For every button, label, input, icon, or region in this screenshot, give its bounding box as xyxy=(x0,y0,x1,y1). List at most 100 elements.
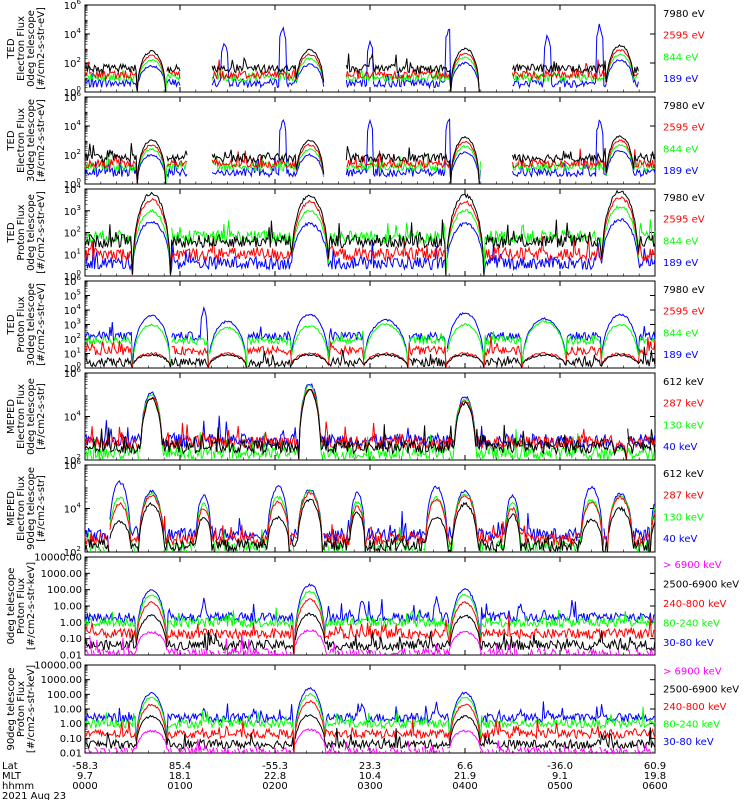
legend-entry: 189 eV xyxy=(663,258,698,269)
y-tick-label: 104 xyxy=(64,502,82,516)
y-tick-label: 0.10 xyxy=(60,734,82,745)
y-axis-label: 30deg telescope xyxy=(26,99,37,182)
series-line-red xyxy=(84,491,656,553)
x-tick-label: 6.6 xyxy=(457,761,473,772)
y-tick-label: 102 xyxy=(64,148,81,162)
y-tick-label: 10000.00 xyxy=(34,661,82,672)
y-tick-label: 103 xyxy=(64,204,81,218)
legend-entry: 2595 eV xyxy=(663,31,705,42)
chart-panel-1: 100 102 104 106 TED Electron Flux 0deg telesco… xyxy=(6,0,705,99)
x-tick-label: 0300 xyxy=(357,781,382,792)
chart-panel-3: 100 101 102 103 104 TED Proton Flux 0deg telesc… xyxy=(6,182,705,283)
series-line-black xyxy=(84,189,656,277)
x-tick-label: 18.1 xyxy=(169,771,191,782)
series-line-magenta xyxy=(84,629,656,657)
y-axis-label: Electron Flux xyxy=(16,384,27,449)
panel-frame xyxy=(84,280,656,369)
y-tick-label: 106 xyxy=(64,90,82,104)
legend-entry: 7980 eV xyxy=(663,101,705,112)
series-line-black xyxy=(84,44,639,93)
y-tick-label: 10.00 xyxy=(53,705,82,716)
y-axis-label: Proton Flux xyxy=(16,681,27,737)
legend-entry: 612 keV xyxy=(663,377,704,388)
y-tick-label: 102 xyxy=(64,453,81,467)
plot-date: 2021 Aug 23 xyxy=(2,791,66,800)
panel-frame xyxy=(84,96,656,185)
panel-frame xyxy=(84,556,656,656)
legend-entry: 844 eV xyxy=(663,52,698,63)
y-axis-label: [#/cm2-s-str-eV] xyxy=(36,99,47,182)
y-tick-label: 100.00 xyxy=(47,585,82,596)
y-axis-label: 90deg telescope xyxy=(6,667,17,750)
y-tick-label: 106 xyxy=(64,366,82,380)
chart-panel-2: 100 102 104 106 TED Electron Flux 30deg telesc… xyxy=(6,90,705,191)
legend-entry: 612 keV xyxy=(663,469,704,480)
series-line-green xyxy=(84,53,639,93)
legend-entry: 189 eV xyxy=(663,350,698,361)
y-tick-label: 105 xyxy=(64,289,81,303)
legend-entry: 844 eV xyxy=(663,328,698,339)
legend-entry: 2595 eV xyxy=(663,215,705,226)
legend-entry: 189 eV xyxy=(663,166,698,177)
legend-entry: 2500-6900 keV xyxy=(663,579,739,590)
y-tick-label: 106 xyxy=(64,458,82,472)
x-tick-label: -55.3 xyxy=(262,761,288,772)
x-tick-label: 9.1 xyxy=(552,771,568,782)
y-tick-label: 102 xyxy=(64,226,81,240)
series-line-red xyxy=(84,699,656,753)
legend-entry: 189 eV xyxy=(663,74,698,85)
x-tick-label: 0500 xyxy=(547,781,572,792)
y-tick-label: 0.10 xyxy=(60,634,82,645)
series-line-red xyxy=(84,139,656,185)
x-tick-label: 60.9 xyxy=(644,761,666,772)
y-axis-label: TED xyxy=(6,38,17,59)
legend-entry: > 6900 keV xyxy=(663,667,722,678)
series-line-red xyxy=(84,49,639,93)
y-axis-label: 30deg telescope xyxy=(26,283,37,366)
y-tick-label: 106 xyxy=(64,274,82,288)
y-tick-label: 104 xyxy=(64,27,82,41)
legend-entry: 7980 eV xyxy=(663,193,705,204)
x-row-label: Lat xyxy=(2,761,18,772)
y-axis-label: Electron Flux xyxy=(16,476,27,541)
x-tick-label: 23.3 xyxy=(359,761,381,772)
x-tick-label: 19.8 xyxy=(644,771,666,782)
legend-entry: 2595 eV xyxy=(663,123,705,134)
x-tick-label: 0600 xyxy=(642,781,667,792)
x-row-label: hhmm xyxy=(2,781,34,792)
y-tick-label: 103 xyxy=(64,318,81,332)
series-line-green xyxy=(84,384,656,462)
y-tick-label: 10000.00 xyxy=(34,553,82,564)
y-axis-label: [#/cm2-s-str-eV] xyxy=(36,7,47,90)
series-line-black xyxy=(84,714,656,754)
y-axis-label: Proton Flux xyxy=(16,578,27,634)
y-axis-label: [#/cm2-s-str] xyxy=(36,475,47,542)
x-row-label: MLT xyxy=(2,771,22,782)
x-tick-label: -58.3 xyxy=(72,761,98,772)
legend-entry: 7980 eV xyxy=(663,285,705,296)
x-tick-label: 0400 xyxy=(452,781,477,792)
legend-entry: 844 eV xyxy=(663,144,698,155)
legend-entry: 30-80 keV xyxy=(663,737,714,748)
y-tick-label: 100 xyxy=(64,361,81,375)
series-line-red xyxy=(84,196,656,277)
legend-entry: 40 keV xyxy=(663,442,697,453)
y-axis-label: TED xyxy=(6,314,17,335)
y-tick-label: 104 xyxy=(64,182,82,196)
series-line-green xyxy=(84,693,656,754)
y-tick-label: 1.00 xyxy=(60,618,82,629)
y-axis-label: Proton Flux xyxy=(16,296,27,352)
chart-panel-6: 102 104 106 MEPED Electron Flux 90deg telesco… xyxy=(6,458,704,559)
y-axis-label: [#/cm2-s-str-keV] xyxy=(26,665,37,753)
series-line-red xyxy=(84,335,656,369)
x-tick-label: -36.0 xyxy=(547,761,573,772)
y-axis-label: 0deg telescope xyxy=(26,10,37,87)
y-axis-label: [#/cm2-s-str] xyxy=(36,383,47,450)
y-tick-label: 102 xyxy=(64,332,81,346)
y-axis-label: MEPED xyxy=(6,399,17,434)
legend-entry: 2500-6900 keV xyxy=(663,684,739,695)
y-axis-label: MEPED xyxy=(6,491,17,526)
legend-entry: 130 keV xyxy=(663,512,704,523)
